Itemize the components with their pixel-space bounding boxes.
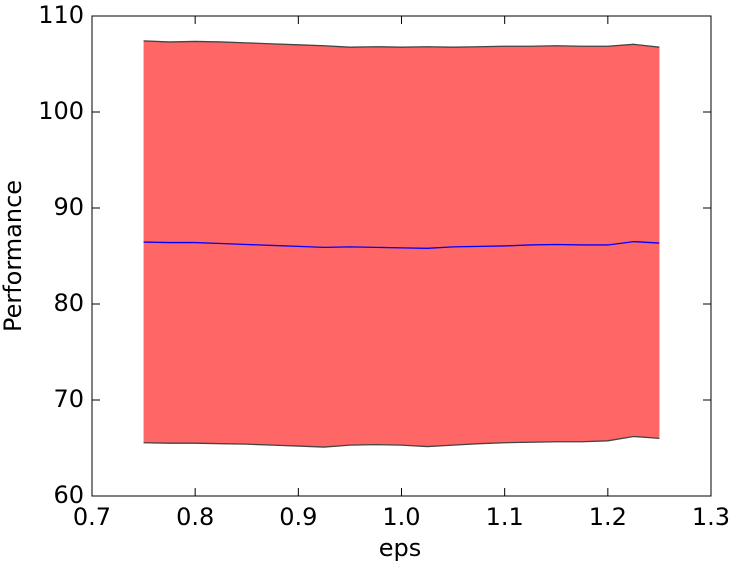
y-tick-label: 110: [38, 1, 84, 29]
band-lower-edge: [143, 435, 660, 448]
y-tick-label: 60: [53, 481, 84, 509]
y-tick-label: 100: [38, 97, 84, 125]
y-tick-label: 70: [53, 385, 84, 413]
x-tick-label: 1.2: [589, 503, 627, 531]
line: [143, 240, 660, 249]
band-fill: [143, 40, 660, 448]
x-axis-label: eps: [379, 534, 422, 562]
x-tick-label: 0.8: [176, 503, 214, 531]
x-tick-label: 1.1: [486, 503, 524, 531]
x-tick-label: 1.3: [692, 503, 730, 531]
band-upper-edge: [143, 40, 660, 48]
y-axis-label: Performance: [0, 180, 27, 332]
y-tick-label: 80: [53, 289, 84, 317]
x-tick-label: 0.7: [73, 503, 111, 531]
x-tick-label: 0.9: [279, 503, 317, 531]
y-tick-label: 90: [53, 193, 84, 221]
x-tick-label: 1.0: [382, 503, 420, 531]
